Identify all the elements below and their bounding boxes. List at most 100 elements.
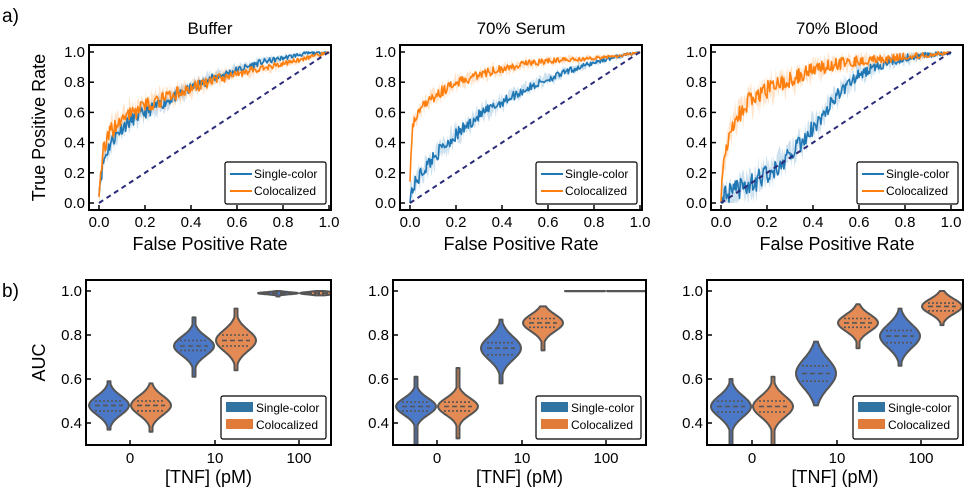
violin-single-color-100 [879, 307, 921, 367]
y-tick-label: 0.6 [61, 371, 82, 388]
legend: Single-color Colocalized [535, 395, 642, 440]
violin-body [130, 382, 172, 433]
x-tick-label: 0 [433, 450, 441, 467]
x-tick-label: 0.6 [538, 214, 559, 231]
subplot-title: 70% Serum [477, 19, 566, 38]
x-tick-label: 0.8 [273, 214, 294, 231]
violin-body [173, 316, 215, 378]
violin-single-color-0 [710, 378, 752, 445]
y-tick-label: 0.8 [368, 327, 389, 344]
y-tick-label: 0.4 [64, 135, 85, 152]
diagonal-chance-line [98, 51, 330, 204]
x-tick-label: 0.0 [400, 214, 421, 231]
y-tick-label: 0.8 [61, 327, 82, 344]
legend-swatch-colocalized [226, 419, 253, 429]
x-tick-label: 0.0 [89, 214, 110, 231]
violin-single-color-0 [88, 380, 130, 431]
violin-single-color-10 [795, 340, 837, 407]
y-tick-label: 0.4 [61, 415, 82, 432]
y-tick-label: 1.0 [686, 44, 707, 61]
x-tick-label: 0.8 [584, 214, 605, 231]
y-tick-label: 1.0 [64, 44, 85, 61]
legend: Single-color Colocalized [852, 395, 959, 440]
y-axis-label: AUC [29, 343, 49, 381]
axes-frame [88, 44, 332, 211]
plot-area [395, 290, 646, 445]
legend-swatch-colocalized [858, 419, 885, 429]
axes-frame [85, 279, 332, 446]
y-tick-label: 1.0 [61, 283, 82, 300]
x-tick-label: 100 [593, 450, 618, 467]
subplot-3: 70% Blood 0.0 0.2 0.4 0.6 0.8 1.0 0.0 0.2 0.4 0.6 0… [686, 19, 964, 254]
x-tick-label: 0.0 [711, 214, 732, 231]
subplot-4: 0 10 100 0.4 0.6 0.8 1.0 [TNF] (pM) AUC Single-co… [29, 279, 332, 487]
x-tick-label: 0.6 [227, 214, 248, 231]
legend-label: Single-color [565, 167, 628, 181]
violin-colocalized-10 [837, 303, 879, 350]
y-tick-label: 0.4 [375, 135, 396, 152]
legend-label: Colocalized [888, 418, 950, 432]
legend: Single-color Colocalized [856, 161, 959, 205]
y-tick-label: 1.0 [682, 283, 703, 300]
panel-label-b: b) [2, 281, 19, 302]
y-tick-label: 0.8 [375, 74, 396, 91]
violin-body [752, 375, 794, 445]
axes-frame [392, 279, 647, 446]
plot-area [409, 51, 641, 204]
x-axis-label: False Positive Rate [443, 234, 598, 254]
x-tick-label: 1.0 [630, 214, 651, 231]
legend-swatch-colocalized [541, 419, 568, 429]
x-tick-label: 10 [207, 450, 224, 467]
x-tick-label: 0 [748, 450, 756, 467]
violin-body [480, 318, 522, 385]
y-tick-label: 0.8 [686, 74, 707, 91]
legend: Single-color Colocalized [224, 161, 327, 205]
violin-body [837, 303, 879, 350]
legend-label: Single-color [256, 401, 319, 415]
legend-label: Single-color [888, 401, 951, 415]
violin-body [879, 307, 921, 367]
subplot-1: Buffer 0.0 0.2 0.4 0.6 0.8 1.0 0.0 0.2 0.4 0.6 0.8 1… [29, 19, 339, 254]
diagonal-chance-line [720, 51, 952, 204]
x-tick-label: 100 [908, 450, 933, 467]
violin-colocalized-10 [215, 307, 257, 372]
x-tick-label: 0.4 [803, 214, 824, 231]
confidence-band-colocalized [410, 52, 640, 178]
roc-line-colocalized [98, 51, 330, 198]
legend-box [224, 161, 327, 205]
x-tick-label: 1.0 [941, 214, 962, 231]
plot-area [88, 290, 331, 433]
legend-label: Single-color [886, 167, 949, 181]
violin-colocalized-100 [299, 290, 331, 297]
x-tick-label: 0.4 [492, 214, 513, 231]
roc-line-colocalized [409, 51, 640, 182]
diagonal-chance-line [409, 51, 641, 204]
x-tick-label: 0.2 [446, 214, 467, 231]
axes-frame [706, 279, 964, 446]
plot-area [710, 290, 963, 445]
violin-body [921, 290, 963, 327]
violin-single-color-100 [257, 290, 299, 298]
legend-box [856, 161, 959, 205]
legend-swatch-single-color [858, 402, 885, 412]
violin-body [522, 305, 564, 352]
legend-box [535, 161, 638, 205]
plot-area [98, 51, 330, 204]
x-tick-label: 10 [829, 450, 846, 467]
y-tick-label: 0.0 [64, 195, 85, 212]
axes-frame [710, 44, 964, 211]
y-tick-label: 0.0 [375, 195, 396, 212]
legend-label: Colocalized [254, 184, 316, 198]
confidence-band-colocalized [99, 52, 329, 203]
legend-label: Colocalized [565, 184, 627, 198]
y-tick-label: 0.6 [375, 104, 396, 121]
subplot-2: 70% Serum 0.0 0.2 0.4 0.6 0.8 1.0 0.0 0.2 0.4 0.6 0… [375, 19, 650, 254]
violin-body [88, 380, 130, 431]
x-tick-label: 0.6 [849, 214, 870, 231]
x-tick-label: 0.2 [135, 214, 156, 231]
y-tick-label: 0.2 [375, 165, 396, 182]
legend-swatch-single-color [226, 402, 253, 412]
y-tick-label: 0.6 [64, 104, 85, 121]
legend: Single-color Colocalized [535, 161, 638, 205]
subplot-title: Buffer [187, 19, 232, 38]
